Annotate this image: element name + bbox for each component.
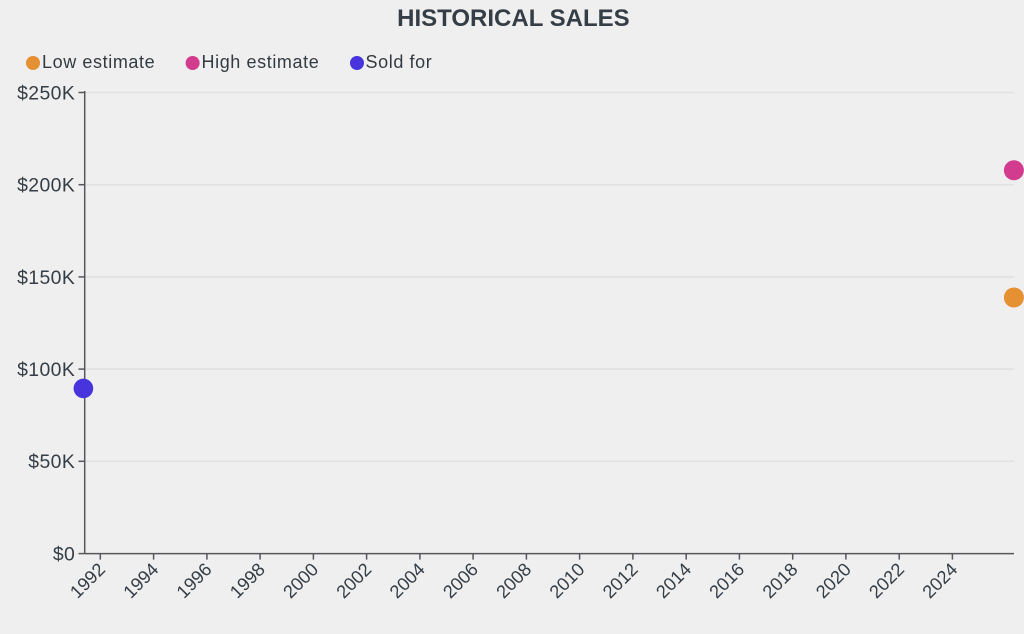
svg-text:$200K: $200K	[17, 175, 75, 197]
svg-text:High estimate: High estimate	[202, 52, 320, 72]
svg-text:$50K: $50K	[28, 451, 75, 473]
svg-text:Sold for: Sold for	[366, 52, 433, 72]
svg-text:Low estimate: Low estimate	[42, 52, 155, 72]
svg-text:$250K: $250K	[17, 82, 75, 104]
svg-text:$100K: $100K	[17, 359, 75, 381]
svg-text:$150K: $150K	[17, 267, 75, 289]
svg-text:HISTORICAL SALES: HISTORICAL SALES	[397, 5, 629, 32]
svg-text:$0: $0	[53, 544, 75, 566]
